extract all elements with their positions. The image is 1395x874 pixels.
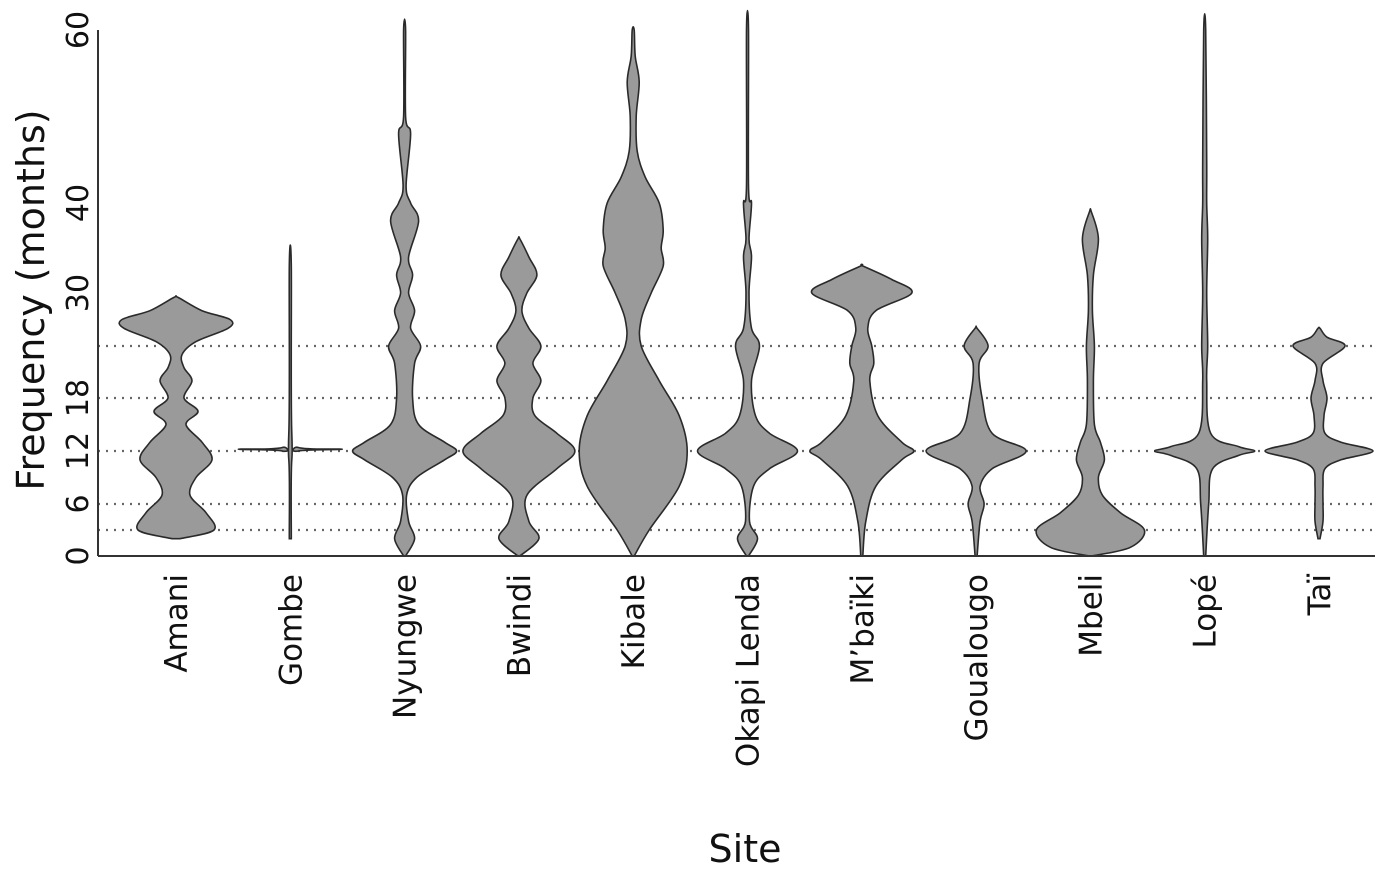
violin-shape xyxy=(237,244,344,540)
violin-bwindi xyxy=(462,235,576,557)
y-tick-label: 40 xyxy=(61,184,96,222)
violin-nyungwe xyxy=(351,18,458,557)
y-tick-labels: 0 6 12 18 30 40 60 xyxy=(61,11,96,566)
site-label: Amani xyxy=(159,574,195,673)
y-tick-label: 60 xyxy=(61,11,96,49)
x-axis-title: Site xyxy=(709,827,782,871)
y-tick-label: 30 xyxy=(61,274,96,312)
violin-kibale xyxy=(578,25,689,557)
violin-ta- xyxy=(1264,326,1374,540)
violin-gombe xyxy=(237,244,344,540)
site-labels: Amani Gombe Nyungwe Bwindi Kibale Okapi Lenda… xyxy=(159,574,1338,767)
site-label: Gombe xyxy=(273,574,309,686)
violins xyxy=(118,9,1374,557)
violin-shape xyxy=(351,18,458,557)
violin-shape xyxy=(118,294,234,540)
site-label: Kibale xyxy=(616,574,652,669)
y-axis-title: Frequency (months) xyxy=(9,109,53,490)
y-tick-label: 0 xyxy=(61,546,96,565)
violin-m-ba-ki xyxy=(808,263,915,557)
site-label: Goualougo xyxy=(959,574,995,742)
violin-lop- xyxy=(1153,13,1256,557)
violin-shape xyxy=(578,25,689,557)
site-label: Nyungwe xyxy=(388,574,424,719)
site-label: Mbeli xyxy=(1073,574,1109,657)
violin-shape xyxy=(1264,326,1374,540)
violin-mbeli xyxy=(1035,207,1146,557)
violin-okapi-lenda xyxy=(696,9,799,557)
y-tick-label: 6 xyxy=(61,494,96,513)
site-label: Okapi Lenda xyxy=(731,574,767,767)
violin-shape xyxy=(1153,13,1256,557)
violin-shape xyxy=(1035,207,1146,557)
y-tick-label: 18 xyxy=(61,379,96,417)
violin-shape xyxy=(808,263,915,557)
violin-amani xyxy=(118,294,234,540)
site-label: Bwindi xyxy=(502,574,538,677)
violin-goualougo xyxy=(925,325,1027,557)
site-label: Lopé xyxy=(1188,574,1224,648)
site-label: M’baïki xyxy=(845,574,881,684)
violin-shape xyxy=(462,235,576,557)
site-label: Taï xyxy=(1302,574,1338,617)
violin-shape xyxy=(925,325,1027,557)
violin-shape xyxy=(696,9,799,557)
y-tick-label: 12 xyxy=(61,432,96,470)
